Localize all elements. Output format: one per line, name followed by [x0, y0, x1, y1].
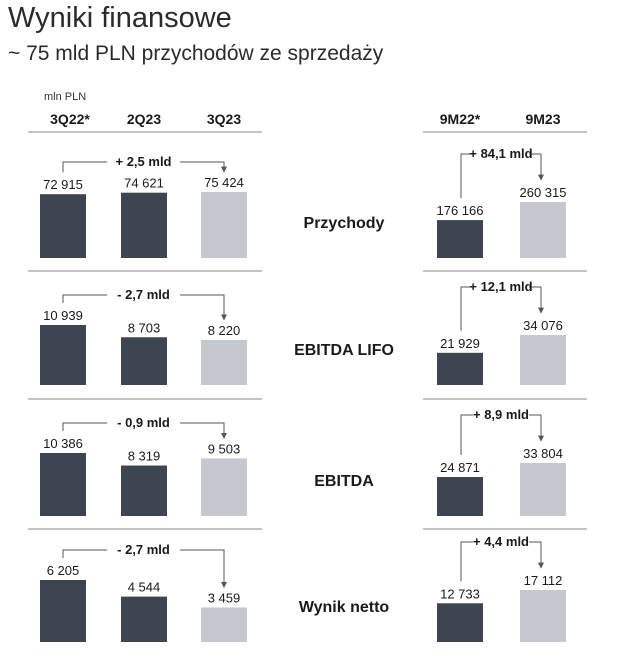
bar-ebitda-lifo-ytd0	[437, 352, 483, 385]
bar-ebitda-lifo-q0	[40, 325, 86, 385]
bar-ebitda-q2	[201, 458, 247, 516]
unit-label: mln PLN	[44, 91, 87, 103]
value-label-ebitda-lifo-ytd1: 34 076	[523, 318, 563, 333]
bar-wynik-netto-q0	[40, 580, 86, 642]
bar-przychody-ytd1	[520, 202, 566, 258]
ytd-bracket-left-wynik-netto	[460, 541, 473, 582]
bracket-arrow-wynik-netto	[180, 549, 227, 589]
change-label-quarterly-ebitda: - 0,9 mld	[117, 415, 170, 430]
metric-label-przychody: Przychody	[304, 215, 385, 232]
value-label-przychody-q0: 72 915	[43, 177, 83, 192]
bar-ebitda-lifo-q1	[121, 337, 167, 385]
bar-ebitda-q1	[121, 465, 167, 516]
change-label-quarterly-ebitda-lifo: - 2,7 mld	[117, 287, 170, 302]
bar-ebitda-lifo-q2	[201, 339, 247, 385]
change-label-ytd-ebitda-lifo: + 12,1 mld	[469, 279, 532, 294]
bar-przychody-q0	[40, 194, 86, 258]
value-label-przychody-q2: 75 424	[204, 175, 244, 190]
metric-label-wynik-netto: Wynik netto	[299, 599, 390, 616]
bar-wynik-netto-ytd1	[520, 590, 566, 642]
bar-wynik-netto-q1	[121, 596, 167, 642]
value-label-wynik-netto-ytd0: 12 733	[440, 586, 480, 601]
bracket-left-przychody	[62, 161, 107, 173]
page-subtitle: ~ 75 mld PLN przychodów ze sprzedaży	[8, 42, 384, 65]
value-label-wynik-netto-ytd1: 17 112	[524, 573, 563, 588]
column-header-3q23: 3Q23	[206, 111, 242, 127]
value-label-ebitda-lifo-ytd0: 21 929	[440, 336, 480, 351]
bar-ebitda-ytd1	[520, 463, 566, 516]
change-label-ytd-wynik-netto: + 4,4 mld	[473, 534, 529, 549]
bracket-arrow-ebitda	[180, 422, 227, 439]
page-title: Wyniki finansowe	[8, 2, 232, 34]
value-label-ebitda-q1: 8 319	[128, 449, 161, 464]
bar-ebitda-q0	[40, 453, 86, 516]
bar-przychody-ytd0	[437, 220, 483, 258]
bracket-left-wynik-netto	[62, 549, 107, 558]
bracket-left-ebitda	[62, 422, 107, 431]
bracket-arrow-ebitda-lifo	[180, 294, 227, 321]
value-label-ebitda-lifo-q1: 8 703	[128, 320, 161, 335]
value-label-ebitda-q0: 10 386	[43, 436, 83, 451]
change-label-ytd-ebitda: + 8,9 mld	[473, 407, 529, 422]
bracket-left-ebitda-lifo	[62, 294, 107, 303]
value-label-wynik-netto-q0: 6 205	[47, 563, 80, 578]
ytd-bracket-arrow-ebitda	[529, 414, 544, 442]
value-label-ebitda-q2: 9 503	[208, 441, 241, 456]
change-label-quarterly-wynik-netto: - 2,7 mld	[117, 542, 170, 557]
ytd-bracket-arrow-ebitda-lifo	[529, 286, 544, 314]
value-label-ebitda-lifo-q0: 10 939	[43, 308, 83, 323]
change-label-ytd-przychody: + 84,1 mld	[469, 146, 532, 161]
value-label-wynik-netto-q2: 3 459	[208, 590, 241, 605]
value-label-ebitda-lifo-q2: 8 220	[208, 323, 241, 338]
bar-przychody-q1	[121, 192, 167, 258]
column-header-3q22: 3Q22*	[50, 111, 90, 127]
ytd-bracket-left-ebitda-lifo	[460, 286, 473, 331]
change-label-quarterly-przychody: + 2,5 mld	[116, 154, 172, 169]
bar-przychody-q2	[201, 192, 247, 258]
metric-label-ebitda-lifo: EBITDA LIFO	[294, 342, 394, 359]
column-header-9m22: 9M22*	[439, 111, 481, 127]
column-header-9m23: 9M23	[525, 111, 561, 127]
bar-wynik-netto-ytd0	[437, 603, 483, 642]
value-label-ebitda-ytd0: 24 871	[440, 460, 480, 475]
value-label-przychody-ytd1: 260 315	[520, 185, 567, 200]
metric-label-ebitda: EBITDA	[314, 473, 374, 490]
bar-wynik-netto-q2	[201, 607, 247, 642]
value-label-przychody-ytd0: 176 166	[437, 203, 484, 218]
ytd-bracket-arrow-wynik-netto	[529, 541, 544, 569]
value-label-wynik-netto-q1: 4 544	[128, 580, 161, 595]
ytd-bracket-left-ebitda	[460, 414, 473, 456]
value-label-ebitda-ytd1: 33 804	[523, 446, 563, 461]
bracket-arrow-przychody	[180, 161, 227, 173]
column-header-2q23: 2Q23	[126, 111, 162, 127]
bar-ebitda-lifo-ytd1	[520, 335, 566, 385]
ytd-bracket-arrow-przychody	[529, 153, 544, 181]
bar-ebitda-ytd0	[437, 477, 483, 516]
ytd-bracket-left-przychody	[460, 153, 473, 199]
value-label-przychody-q1: 74 621	[124, 176, 164, 191]
